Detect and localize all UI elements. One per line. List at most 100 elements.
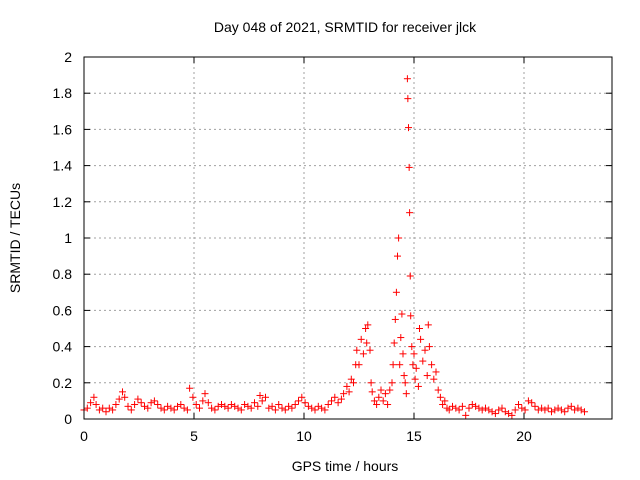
data-point <box>208 404 216 412</box>
data-point <box>409 361 417 369</box>
data-point <box>144 404 152 412</box>
data-point <box>423 372 431 380</box>
data-point <box>311 406 319 414</box>
data-point <box>495 406 503 414</box>
data-point <box>419 357 427 365</box>
data-point <box>412 364 420 372</box>
data-point <box>404 95 412 103</box>
data-point <box>416 325 423 332</box>
data-point <box>199 397 207 405</box>
data-point <box>389 361 397 369</box>
data-point <box>397 334 405 342</box>
data-point <box>505 410 513 418</box>
data-point <box>189 393 197 401</box>
data-point <box>137 399 145 407</box>
grid-layer <box>84 57 612 419</box>
data-point <box>355 361 363 369</box>
data-point <box>436 393 444 401</box>
data-point <box>472 402 480 410</box>
data-point <box>551 406 559 414</box>
data-point <box>475 404 483 412</box>
data-point <box>99 404 107 412</box>
data-point <box>214 402 222 410</box>
data-point <box>256 391 264 399</box>
data-point <box>258 397 266 405</box>
ticks-layer: 0 5 10 15 20 0 0.2 0.4 0.6 0.8 1 1.2 1.4 1.6 1.8 2 <box>53 49 612 444</box>
data-point <box>141 402 148 410</box>
data-point <box>164 402 172 410</box>
data-point <box>134 395 142 403</box>
data-point <box>328 397 335 405</box>
y-tick-label: 0.2 <box>53 375 73 391</box>
x-tick-label: 15 <box>406 428 422 444</box>
data-point <box>391 315 399 323</box>
data-point <box>407 312 415 320</box>
data-point <box>278 404 286 412</box>
data-point <box>234 404 242 412</box>
data-point <box>395 234 403 242</box>
y-axis-label: SRMTID / TECUs <box>7 183 23 293</box>
data-point <box>375 393 383 401</box>
x-axis-label: GPS time / hours <box>292 458 399 474</box>
data-point <box>400 372 408 380</box>
data-point <box>455 406 463 414</box>
data-point <box>488 408 496 416</box>
data-point <box>324 401 332 409</box>
data-point <box>528 399 536 407</box>
plot-frame <box>83 56 613 420</box>
data-point <box>458 402 466 410</box>
y-tick-label: 1.4 <box>53 158 73 174</box>
data-point <box>524 397 532 405</box>
data-point <box>268 402 276 410</box>
data-point <box>251 399 258 407</box>
data-point <box>237 406 245 414</box>
data-point <box>432 368 440 376</box>
data-point <box>95 406 103 414</box>
data-point <box>308 404 316 412</box>
data-point <box>515 401 522 409</box>
chart-title: Day 048 of 2021, SRMTID for receiver jlc… <box>214 19 477 35</box>
data-point <box>154 401 162 409</box>
data-point <box>334 399 342 407</box>
data-point <box>366 346 374 354</box>
data-point <box>157 404 165 412</box>
data-point <box>410 350 418 358</box>
data-point <box>571 406 579 414</box>
data-point <box>574 404 582 412</box>
data-point <box>301 399 309 407</box>
data-point <box>564 404 572 412</box>
data-point <box>362 325 370 332</box>
data-point <box>127 406 135 414</box>
data-point <box>465 404 473 412</box>
data-point <box>534 406 542 414</box>
points-layer <box>80 75 588 419</box>
data-point <box>373 401 381 409</box>
data-point <box>482 404 489 412</box>
data-point <box>359 350 367 358</box>
data-point <box>291 401 299 409</box>
data-point <box>379 397 387 405</box>
data-point <box>557 406 565 414</box>
data-point <box>403 75 411 83</box>
data-point <box>121 393 129 401</box>
x-tick-label: 0 <box>80 428 88 444</box>
data-point <box>390 339 398 347</box>
data-point <box>227 401 235 409</box>
data-point <box>381 390 389 398</box>
data-point <box>384 401 392 409</box>
data-point <box>424 321 432 329</box>
data-point <box>501 408 509 416</box>
data-point <box>398 310 406 318</box>
data-point <box>364 321 372 329</box>
data-point <box>405 124 412 132</box>
data-point <box>131 401 139 409</box>
data-point <box>531 402 539 410</box>
data-point <box>218 401 225 409</box>
data-point <box>441 397 449 405</box>
data-point <box>405 163 413 171</box>
data-point <box>411 375 419 383</box>
data-point <box>196 404 203 412</box>
data-point <box>439 401 447 409</box>
data-point <box>370 397 378 405</box>
data-point <box>521 406 529 414</box>
